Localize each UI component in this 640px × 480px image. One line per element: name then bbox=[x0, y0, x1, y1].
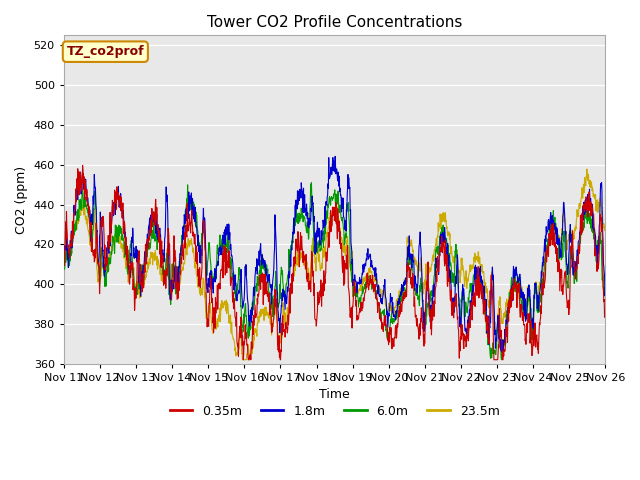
23.5m bbox=[239, 357, 246, 362]
1.8m bbox=[332, 154, 339, 159]
Title: Tower CO2 Profile Concentrations: Tower CO2 Profile Concentrations bbox=[207, 15, 462, 30]
X-axis label: Time: Time bbox=[319, 388, 350, 401]
6.0m bbox=[602, 289, 609, 295]
Line: 0.35m: 0.35m bbox=[64, 166, 605, 360]
1.8m bbox=[180, 212, 188, 217]
Line: 6.0m: 6.0m bbox=[64, 183, 605, 360]
0.35m bbox=[602, 313, 609, 319]
1.8m bbox=[602, 289, 609, 295]
0.35m bbox=[538, 294, 545, 300]
1.8m bbox=[538, 274, 545, 280]
23.5m bbox=[538, 278, 545, 284]
23.5m bbox=[583, 166, 591, 172]
1.8m bbox=[167, 277, 175, 283]
0.35m bbox=[242, 336, 250, 341]
6.0m bbox=[490, 350, 497, 356]
0.35m bbox=[60, 248, 68, 254]
Text: TZ_co2prof: TZ_co2prof bbox=[67, 45, 144, 58]
Y-axis label: CO2 (ppm): CO2 (ppm) bbox=[15, 166, 28, 234]
0.35m bbox=[168, 297, 175, 303]
23.5m bbox=[241, 357, 249, 362]
Line: 23.5m: 23.5m bbox=[64, 169, 605, 360]
1.8m bbox=[60, 262, 68, 268]
0.35m bbox=[419, 329, 427, 335]
Line: 1.8m: 1.8m bbox=[64, 156, 605, 352]
23.5m bbox=[419, 286, 427, 292]
0.35m bbox=[490, 357, 498, 362]
0.35m bbox=[180, 230, 188, 236]
6.0m bbox=[498, 357, 506, 362]
6.0m bbox=[60, 267, 68, 273]
6.0m bbox=[538, 279, 545, 285]
1.8m bbox=[241, 276, 249, 282]
6.0m bbox=[308, 180, 316, 186]
23.5m bbox=[180, 261, 188, 266]
Legend: 0.35m, 1.8m, 6.0m, 23.5m: 0.35m, 1.8m, 6.0m, 23.5m bbox=[164, 400, 504, 423]
0.35m bbox=[239, 357, 247, 362]
0.35m bbox=[79, 163, 86, 168]
23.5m bbox=[602, 226, 609, 231]
23.5m bbox=[167, 287, 175, 293]
6.0m bbox=[180, 225, 188, 230]
23.5m bbox=[60, 252, 68, 257]
1.8m bbox=[419, 297, 427, 303]
23.5m bbox=[490, 300, 497, 305]
6.0m bbox=[419, 303, 427, 309]
1.8m bbox=[498, 349, 506, 355]
6.0m bbox=[241, 305, 249, 311]
6.0m bbox=[167, 289, 175, 295]
1.8m bbox=[490, 281, 497, 287]
